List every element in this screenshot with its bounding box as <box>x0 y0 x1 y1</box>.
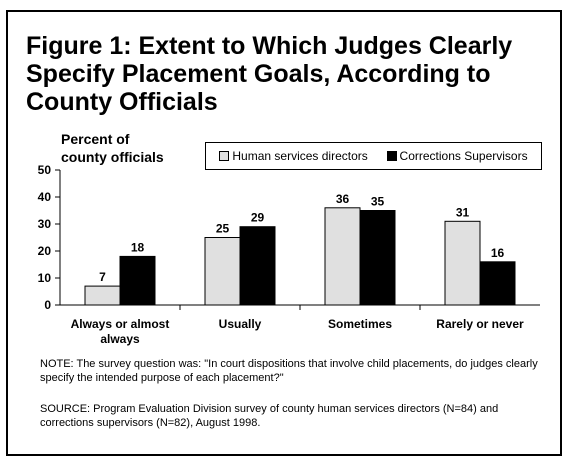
bar-human-services <box>444 220 481 306</box>
y-axis-label-line-2: county officials <box>61 149 164 165</box>
chart-title: Figure 1: Extent to Which Judges Clearly… <box>26 32 513 116</box>
bar-human-services <box>204 237 241 306</box>
data-label: 29 <box>251 211 265 225</box>
y-tick-label: 40 <box>38 190 52 204</box>
y-axis-label-line-1: Percent of <box>61 131 130 147</box>
chart-note: NOTE: The survey question was: "In court… <box>40 358 538 384</box>
legend-swatch-corrections <box>386 151 397 161</box>
legend-label-human-services: Human services directors <box>232 149 368 163</box>
data-label: 35 <box>371 195 385 209</box>
data-label: 18 <box>131 240 145 254</box>
y-tick-label: 50 <box>38 163 52 177</box>
y-axis-label: Percent of county officials <box>61 130 164 166</box>
legend-label-corrections: Corrections Supervisors <box>399 149 528 163</box>
data-label: 36 <box>336 192 350 206</box>
data-label: 16 <box>491 246 505 260</box>
y-tick-label: 10 <box>38 271 52 285</box>
bar-human-services <box>324 207 361 306</box>
x-tick-label: Sometimes <box>328 317 392 331</box>
legend-swatch-human-services <box>219 151 230 161</box>
figure-frame <box>6 10 562 456</box>
y-tick-label: 30 <box>38 217 52 231</box>
legend-item-corrections: Corrections Supervisors <box>386 149 528 163</box>
bar-corrections <box>479 261 516 306</box>
x-tick-label: Usually <box>219 317 262 331</box>
data-label: 31 <box>456 205 470 219</box>
bar-human-services <box>84 285 121 306</box>
x-tick-label: Always or almost always <box>71 317 170 346</box>
legend: Human services directors Corrections Sup… <box>205 142 542 170</box>
data-label: 25 <box>216 222 230 236</box>
x-tick-label: Rarely or never <box>436 317 524 331</box>
legend-item-human-services: Human services directors <box>219 149 368 163</box>
bar-corrections <box>239 226 276 306</box>
chart-source: SOURCE: Program Evaluation Division surv… <box>40 403 499 429</box>
data-label: 7 <box>99 270 106 284</box>
y-tick-label: 0 <box>44 298 51 312</box>
y-tick-label: 20 <box>38 244 52 258</box>
bar-corrections <box>359 210 396 306</box>
bar-corrections <box>119 255 156 306</box>
